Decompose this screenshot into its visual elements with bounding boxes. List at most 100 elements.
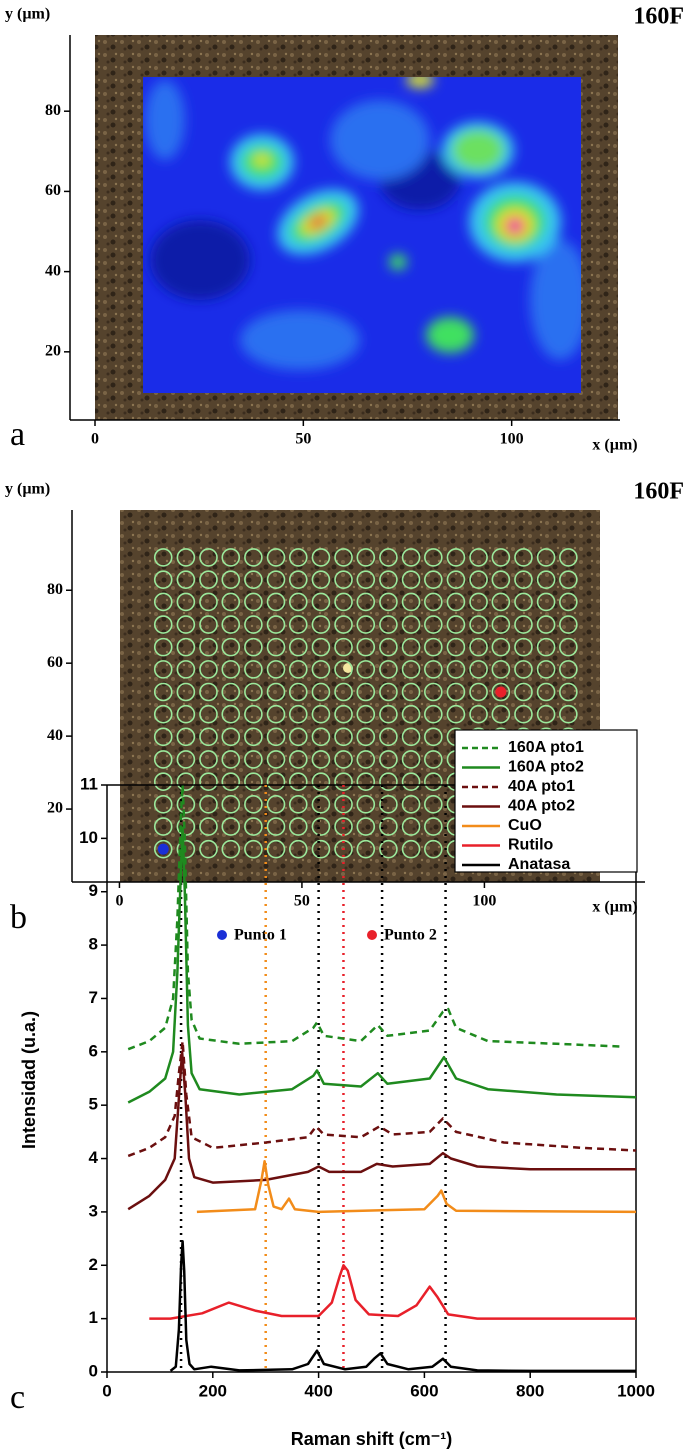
- measurement-point: [424, 704, 443, 724]
- measurement-point: [221, 727, 241, 747]
- measurement-point: [153, 615, 173, 634]
- y-tick-label: 1: [89, 1308, 98, 1327]
- chart-title: 160F: [633, 4, 684, 30]
- measurement-point: [401, 548, 421, 567]
- legend-label: Punto 1: [234, 927, 287, 944]
- x-tick-label: 50: [294, 893, 310, 910]
- measurement-point: [379, 592, 398, 612]
- measurement-point: [311, 592, 331, 612]
- measurement-point: [401, 637, 421, 657]
- x-tick-label: 600: [410, 1381, 438, 1400]
- measurement-point: [153, 682, 173, 702]
- measurement-point: [176, 795, 196, 814]
- measurement-point: [514, 592, 533, 612]
- measurement-point: [334, 750, 353, 769]
- measurement-point: [153, 548, 173, 567]
- measurement-point: [288, 660, 308, 679]
- measurement-point: [536, 592, 556, 612]
- measurement-point: [311, 570, 331, 589]
- measurement-point: [491, 682, 511, 702]
- measurement-point: [469, 570, 488, 589]
- measurement-point: [491, 615, 511, 634]
- measurement-point: [153, 637, 173, 657]
- measurement-point: [266, 704, 286, 724]
- measurement-point: [401, 592, 421, 612]
- measurement-point: [244, 548, 263, 567]
- point: [495, 686, 507, 698]
- measurement-point: [153, 592, 173, 612]
- measurement-point: [199, 682, 218, 702]
- measurement-point: [334, 592, 353, 612]
- measurement-point: [559, 682, 578, 702]
- legend-label: 40A pto2: [508, 798, 575, 815]
- measurement-point: [334, 570, 353, 589]
- measurement-point: [469, 615, 488, 634]
- x-tick-label: 0: [91, 431, 99, 448]
- measurement-point: [401, 727, 421, 747]
- y-tick-label: 20: [45, 342, 61, 359]
- measurement-point: [536, 660, 556, 679]
- measurement-point: [199, 615, 218, 634]
- measurement-point: [153, 727, 173, 747]
- measurement-point: [153, 817, 173, 836]
- measurement-point: [176, 704, 196, 724]
- measurement-point: [356, 637, 376, 657]
- measurement-point: [446, 704, 466, 724]
- measurement-point: [379, 637, 398, 657]
- x-tick-label: 800: [516, 1381, 544, 1400]
- measurement-point: [379, 750, 398, 769]
- y-tick-label: 10: [79, 828, 98, 847]
- series-line: [127, 1039, 637, 1158]
- x-axis-label: x (µm): [592, 437, 637, 454]
- measurement-point: [221, 592, 241, 612]
- measurement-point: [401, 615, 421, 634]
- point: [157, 843, 169, 855]
- measurement-point: [221, 570, 241, 589]
- measurement-point: [266, 795, 286, 814]
- measurement-point: [221, 795, 241, 814]
- measurement-point: [491, 548, 511, 567]
- measurement-point: [491, 704, 511, 724]
- measurement-point: [244, 615, 263, 634]
- measurement-point: [334, 548, 353, 567]
- measurement-point: [401, 817, 421, 836]
- series-line: [127, 783, 621, 1051]
- heatmap: [143, 77, 581, 393]
- measurement-point: [356, 592, 376, 612]
- x-tick-label: 200: [199, 1381, 227, 1400]
- measurement-point: [334, 704, 353, 724]
- measurement-point: [356, 704, 376, 724]
- measurement-point: [176, 660, 196, 679]
- measurement-point: [244, 704, 263, 724]
- legend-label: Anatasa: [508, 856, 570, 873]
- measurement-point: [221, 704, 241, 724]
- y-tick-label: 7: [89, 988, 98, 1007]
- y-axis-label: y (µm): [5, 6, 50, 23]
- measurement-point: [424, 682, 443, 702]
- measurement-point: [536, 570, 556, 589]
- measurement-point: [311, 615, 331, 634]
- measurement-point: [266, 839, 286, 859]
- measurement-point: [153, 772, 173, 792]
- measurement-point: [311, 637, 331, 657]
- measurement-point: [153, 660, 173, 679]
- measurement-point: [244, 592, 263, 612]
- y-tick-label: 80: [47, 581, 63, 598]
- measurement-point: [559, 637, 578, 657]
- measurement-point: [559, 660, 578, 679]
- measurement-point: [356, 682, 376, 702]
- y-tick-label: 20: [47, 800, 63, 817]
- measurement-point: [221, 817, 241, 836]
- measurement-point: [424, 817, 443, 836]
- x-tick-label: 0: [102, 1381, 111, 1400]
- legend-label: Rutilo: [508, 837, 554, 854]
- measurement-point: [176, 637, 196, 657]
- measurement-point: [199, 795, 218, 814]
- measurement-point: [424, 615, 443, 634]
- measurement-point: [379, 772, 398, 792]
- measurement-point: [559, 615, 578, 634]
- measurement-point: [491, 660, 511, 679]
- x-tick-label: 1000: [617, 1381, 655, 1400]
- y-tick-label: 4: [89, 1148, 99, 1167]
